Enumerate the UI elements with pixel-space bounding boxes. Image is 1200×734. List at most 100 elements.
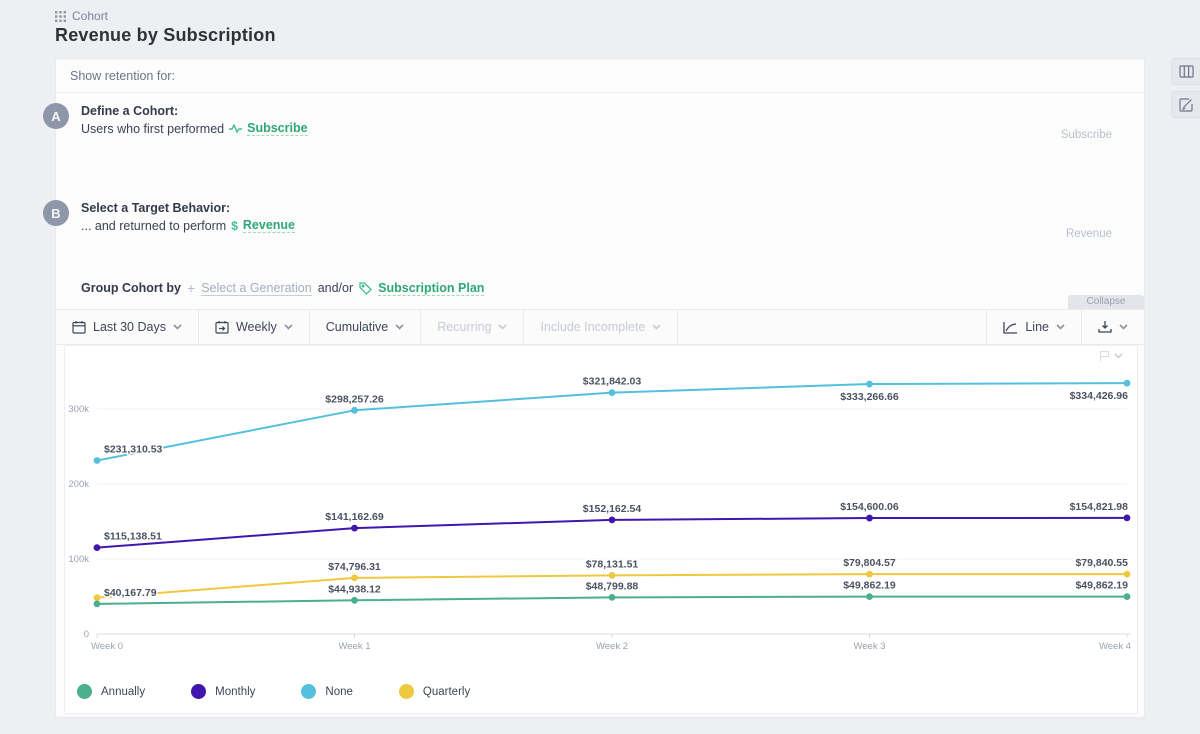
legend-item-none[interactable]: None [301,684,353,699]
group-cohort-row: Group Cohort by + Select a Generation an… [81,280,484,296]
legend-dot [77,684,92,699]
show-retention-label: Show retention for: [56,59,1144,93]
svg-text:$154,821.98: $154,821.98 [1070,501,1129,513]
svg-text:$141,162.69: $141,162.69 [325,511,384,523]
chevron-down-icon [395,324,404,330]
line-chart: 0 100k 200k 300k Week 0 Week 1 Week 2 Week 3 Wee… [65,346,1137,658]
grid-icon [55,11,66,22]
group-conjunction: and/or [318,281,353,295]
edit-icon [1179,98,1193,112]
legend-dot [301,684,316,699]
svg-text:Week 1: Week 1 [338,641,370,652]
legend-label: Annually [101,686,145,698]
cohort-event-link[interactable]: Subscribe [247,121,307,136]
toolbar-item-label: Last 30 Days [93,320,166,334]
chart-area: 0 100k 200k 300k Week 0 Week 1 Week 2 Week 3 Wee… [64,345,1138,671]
svg-text:$44,938.12: $44,938.12 [328,583,381,595]
toolbar-recurring-dropdown: Recurring [421,310,524,344]
table-columns-icon [1179,65,1194,78]
svg-text:300k: 300k [68,404,89,415]
toolbar-item-label: Weekly [236,320,277,334]
svg-text:$48,799.88: $48,799.88 [586,580,639,592]
svg-text:$115,138.51: $115,138.51 [104,531,162,543]
svg-text:$78,131.51: $78,131.51 [586,558,639,570]
breadcrumb[interactable]: Cohort [55,9,108,23]
svg-text:$298,257.26: $298,257.26 [325,393,384,405]
subscription-plan-link[interactable]: Subscription Plan [378,281,484,296]
toolbar-item-label: Recurring [437,320,491,334]
svg-text:$334,426.96: $334,426.96 [1070,390,1129,402]
svg-text:0: 0 [84,629,89,640]
legend-dot [399,684,414,699]
page-title: Revenue by Subscription [55,25,276,46]
page: Cohort Revenue by Subscription Show rete… [0,0,1200,734]
svg-text:$79,804.57: $79,804.57 [843,557,896,569]
tag-icon [359,282,372,295]
step-b-badge: B [43,200,69,226]
svg-text:$333,266.66: $333,266.66 [840,391,899,403]
svg-text:Week 3: Week 3 [853,641,885,652]
svg-text:$79,840.55: $79,840.55 [1075,557,1128,569]
chart-type-dropdown[interactable]: Line [986,310,1081,344]
chart-toolbar: Last 30 Days Weekly Cumulative Recurring Inc… [56,309,1144,345]
chart-type-label: Line [1025,320,1049,334]
svg-text:$74,796.31: $74,796.31 [328,561,381,573]
svg-text:Week 4: Week 4 [1099,641,1131,652]
select-generation-link[interactable]: Select a Generation [201,281,312,296]
chevron-down-icon [652,324,661,330]
calendar-icon [72,320,86,334]
legend-item-quarterly[interactable]: Quarterly [399,684,470,699]
event-activity-icon [229,123,242,134]
toolbar-weekly-dropdown[interactable]: Weekly [199,310,310,344]
step-a-side-label: Subscribe [1061,129,1112,141]
step-b-side-label: Revenue [1066,228,1112,240]
step-b-title: Select a Target Behavior: [81,201,230,215]
download-icon [1098,320,1112,334]
step-a-title: Define a Cohort: [81,104,178,118]
svg-text:$49,862.19: $49,862.19 [843,580,896,592]
toolbar-last-30-days-dropdown[interactable]: Last 30 Days [56,310,199,344]
svg-text:$154,600.06: $154,600.06 [840,501,899,513]
download-dropdown[interactable] [1081,310,1144,344]
group-cohort-label: Group Cohort by [81,281,181,295]
plus-icon: + [187,280,195,296]
step-a-prefix: Users who first performed [81,122,224,136]
legend-label: Quarterly [423,686,470,698]
legend-item-monthly[interactable]: Monthly [191,684,255,699]
collapse-button[interactable]: Collapse [1068,295,1144,309]
svg-text:$40,167.79: $40,167.79 [104,587,157,599]
toolbar-item-label: Cumulative [326,320,389,334]
svg-text:200k: 200k [68,479,89,490]
chart-legend: Annually Monthly None Quarterly [64,670,1138,714]
breadcrumb-label: Cohort [72,9,108,23]
svg-text:Week 0: Week 0 [91,641,123,652]
step-b-prefix: ... and returned to perform [81,219,226,233]
table-view-button[interactable] [1171,58,1200,85]
chevron-down-icon [284,324,293,330]
svg-text:$152,162.54: $152,162.54 [583,503,642,515]
svg-text:$231,310.53: $231,310.53 [104,444,163,456]
legend-dot [191,684,206,699]
svg-text:Week 2: Week 2 [596,641,628,652]
target-event-link[interactable]: Revenue [243,218,295,233]
chevron-down-icon [1119,324,1128,330]
svg-text:100k: 100k [68,554,89,565]
line-chart-icon [1003,321,1018,334]
calendar-interval-icon [215,320,229,334]
legend-label: Monthly [215,686,255,698]
svg-text:$321,842.03: $321,842.03 [583,376,642,388]
chart-annotation-dropdown[interactable] [1099,350,1123,362]
toolbar-include-incomplete-dropdown: Include Incomplete [524,310,678,344]
legend-item-annually[interactable]: Annually [77,684,145,699]
cohort-panel: Show retention for: A Define a Cohort: U… [55,58,1145,718]
step-a-badge: A [43,103,69,129]
legend-label: None [325,686,353,698]
chevron-down-icon [1114,353,1123,359]
chevron-down-icon [498,324,507,330]
flag-icon [1099,350,1110,362]
chevron-down-icon [173,324,182,330]
edit-button[interactable] [1171,91,1200,118]
chevron-down-icon [1056,324,1065,330]
toolbar-cumulative-dropdown[interactable]: Cumulative [310,310,422,344]
toolbar-item-label: Include Incomplete [540,320,645,334]
